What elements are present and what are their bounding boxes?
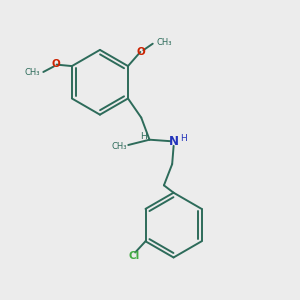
Text: O: O xyxy=(136,47,145,57)
Text: Cl: Cl xyxy=(128,251,140,261)
Text: N: N xyxy=(169,135,178,148)
Text: CH₃: CH₃ xyxy=(24,68,40,77)
Text: O: O xyxy=(52,59,61,69)
Text: CH₃: CH₃ xyxy=(111,142,127,151)
Text: CH₃: CH₃ xyxy=(157,38,172,47)
Text: H: H xyxy=(140,132,146,141)
Text: H: H xyxy=(181,134,187,143)
